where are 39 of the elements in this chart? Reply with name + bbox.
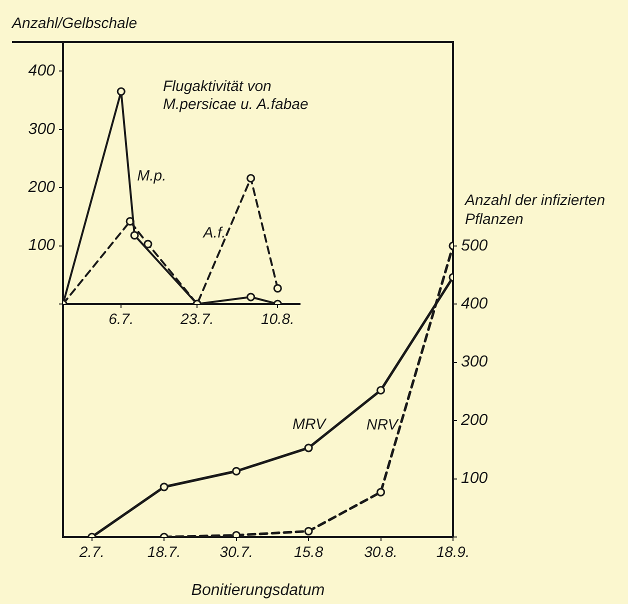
- x-tick-label: 30.8.: [364, 544, 398, 562]
- y2-tick-label: 300: [461, 354, 488, 371]
- series-label: NRV: [366, 416, 400, 434]
- y2-tick-label: 200: [460, 412, 488, 429]
- x-tick-label: 18.9.: [436, 544, 470, 562]
- point: [116, 87, 126, 96]
- point: [376, 386, 386, 395]
- x-tick-label: 30.7.: [220, 544, 254, 562]
- point: [144, 240, 152, 248]
- point: [304, 444, 313, 452]
- y-tick-label: 200: [27, 179, 56, 196]
- point: [160, 482, 168, 492]
- y2-tick-label: 400: [461, 296, 488, 313]
- series-label: M.p.: [137, 168, 166, 185]
- y2-axis-title: Anzahl der infizierten Pflanzen: [464, 192, 606, 228]
- x-tick-label: 15.8: [294, 544, 324, 562]
- y2-tick-label: 500: [461, 237, 488, 254]
- text: Flugaktivität von M.persicae u. A.fabae: [163, 78, 308, 114]
- point: [273, 284, 282, 293]
- y-tick-label: 100: [28, 237, 56, 254]
- point: [246, 292, 256, 302]
- series-label: MRV: [292, 416, 328, 434]
- y2-tick-label: 100: [461, 470, 488, 488]
- point: [232, 466, 241, 476]
- series-label: A.f.: [202, 224, 226, 242]
- y-axis-title: Anzahl/Gelbschale: [11, 15, 138, 32]
- point: [130, 231, 139, 240]
- point: [232, 530, 241, 537]
- x-tick-label: 23.7.: [179, 311, 214, 328]
- y-tick-label: 400: [28, 62, 56, 80]
- x-axis-title: Bonitierungsdatum: [191, 582, 325, 599]
- point: [376, 488, 386, 496]
- x-tick-label: 18.7.: [147, 544, 181, 562]
- point: [304, 526, 313, 536]
- x-tick-label: 6.7.: [108, 311, 134, 328]
- x-tick-label: 2.7.: [78, 544, 104, 562]
- point: [246, 174, 256, 183]
- x-tick-label: 10.8.: [260, 311, 294, 328]
- y-tick-label: 300: [28, 120, 56, 138]
